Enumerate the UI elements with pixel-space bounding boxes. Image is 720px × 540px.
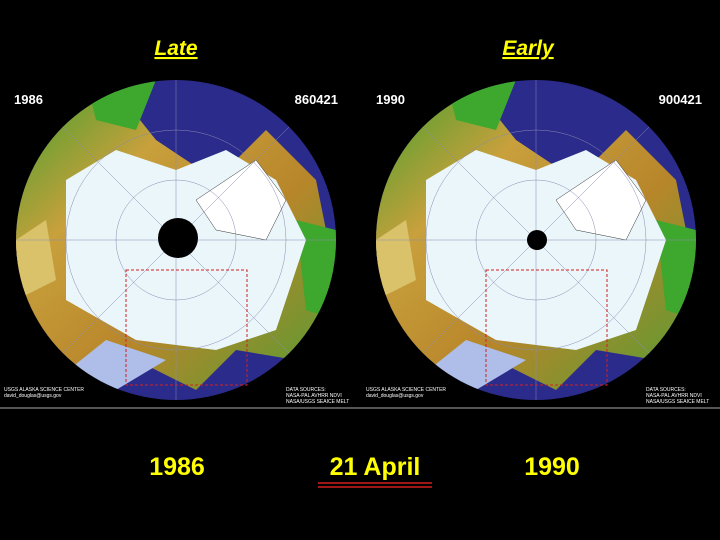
left-panel: Late 1986 860421 USGS ALASKA SCIENCE CEN…	[4, 37, 349, 405]
source: NASA-PAL AVHRR NDVI	[646, 393, 702, 399]
footer-date: 21 April	[330, 453, 421, 481]
source: DATA SOURCES:	[646, 387, 686, 393]
credit: USGS ALASKA SCIENCE CENTER	[366, 387, 446, 393]
credit: david_douglas@usgs.gov	[4, 393, 62, 399]
panel-heading: Early	[502, 37, 555, 60]
source: DATA SOURCES:	[286, 387, 326, 393]
year-label: 1986	[14, 92, 43, 107]
footer-year: 1986	[149, 453, 205, 481]
footer-year: 1990	[524, 453, 580, 481]
year-label: 1990	[376, 92, 405, 107]
pole-hole	[527, 230, 547, 250]
pole-hole	[158, 218, 198, 258]
source: NASA-PAL AVHRR NDVI	[286, 393, 342, 399]
credit: USGS ALASKA SCIENCE CENTER	[4, 387, 84, 393]
source: NASA/USGS SEAICE MELT	[646, 399, 709, 405]
right-panel: Early 1990 900421 USGS ALASKA SCIENCE CE…	[366, 37, 709, 405]
date-code: 900421	[659, 92, 702, 107]
date-code: 860421	[295, 92, 338, 107]
source: NASA/USGS SEAICE MELT	[286, 399, 349, 405]
panel-heading: Late	[154, 37, 198, 60]
credit: david_douglas@usgs.gov	[366, 393, 424, 399]
